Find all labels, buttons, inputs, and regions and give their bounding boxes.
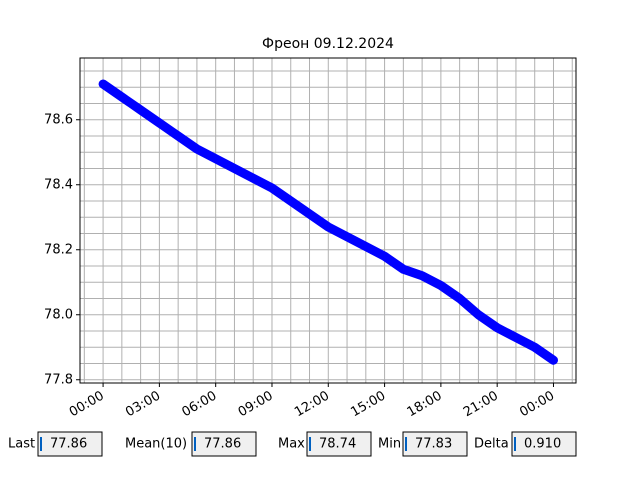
field-box[interactable] (402, 431, 468, 457)
field-label: Mean(10) (125, 437, 187, 452)
field-value: 0.910 (524, 437, 561, 452)
y-tick-label: 78.2 (44, 242, 73, 257)
y-tick-label: 78.0 (44, 307, 73, 322)
field-label: Min (378, 437, 401, 452)
y-tick-label: 78.4 (44, 177, 73, 192)
field-box[interactable] (37, 431, 103, 457)
plot-frame (79, 57, 577, 384)
field-value: 77.86 (50, 437, 87, 452)
field-box[interactable] (306, 431, 372, 457)
y-tick-label: 77.8 (44, 372, 73, 387)
chart-title: Фреон 09.12.2024 (262, 36, 394, 52)
field-value: 78.74 (319, 437, 356, 452)
field-box[interactable] (191, 431, 257, 457)
field-label: Delta (474, 437, 509, 452)
y-tick-label: 78.6 (44, 112, 73, 127)
field-label: Last (8, 437, 35, 452)
field-box[interactable] (511, 431, 577, 457)
field-label: Max (278, 437, 305, 452)
data-line (98, 79, 558, 365)
field-value: 77.86 (204, 437, 241, 452)
field-value: 77.83 (415, 437, 452, 452)
